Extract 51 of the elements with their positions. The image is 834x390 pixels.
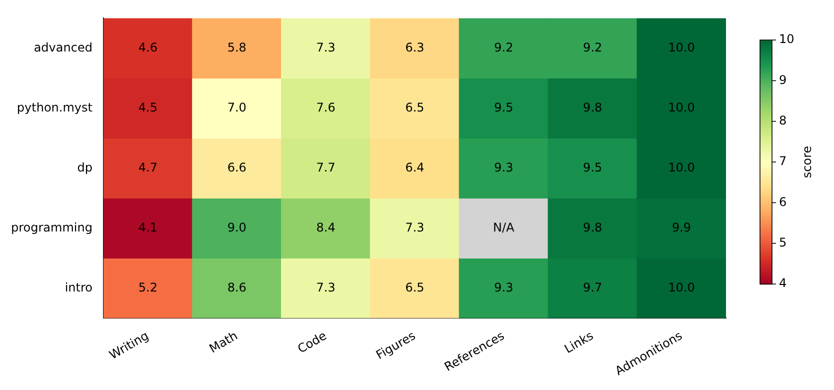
data-label: 9.3 [494, 160, 514, 174]
data-label: 7.7 [316, 160, 336, 174]
y-tick-label: programming [11, 220, 92, 234]
data-label: 6.5 [405, 280, 424, 294]
data-label: 9.2 [494, 40, 514, 54]
y-tick-label: dp [77, 160, 92, 174]
data-label: 9.5 [583, 160, 602, 174]
data-label: 7.0 [227, 100, 246, 114]
data-label: 6.4 [405, 160, 424, 174]
data-label: 9.8 [583, 220, 602, 234]
data-label: 8.4 [316, 220, 336, 234]
data-label: 6.3 [405, 40, 424, 54]
data-label: 8.6 [227, 280, 246, 294]
data-label: 9.7 [583, 280, 602, 294]
color-bar-label: 9 [779, 72, 787, 87]
color-bar-label: 10 [779, 32, 794, 46]
data-label: 4.6 [138, 40, 158, 54]
data-label: 7.6 [316, 100, 336, 114]
data-label: 9.8 [583, 100, 602, 114]
data-label: 10.0 [668, 160, 695, 174]
color-bar-title: score [800, 146, 814, 178]
data-label: 4.7 [138, 160, 158, 174]
data-label: 7.3 [316, 280, 336, 294]
color-bar-label: 8 [779, 113, 787, 128]
x-tick-label: Math [206, 328, 240, 356]
data-label: 4.1 [138, 220, 158, 234]
data-label: 6.6 [227, 160, 246, 174]
text: N/A [493, 220, 514, 234]
data-label: 9.9 [672, 220, 692, 234]
y-tick-label: advanced [34, 40, 92, 54]
y-tick-label: python.myst [16, 100, 93, 114]
color-bar-label: 5 [779, 235, 787, 250]
color-bar-label: 4 [779, 276, 787, 290]
data-label: 9.0 [227, 220, 246, 234]
data-label: 10.0 [668, 100, 695, 114]
x-tick-label: Links [562, 328, 596, 356]
y-tick-label: intro [64, 280, 92, 294]
x-tick-label: Code [295, 328, 329, 356]
data-label: 7.3 [316, 40, 336, 54]
data-label: 9.2 [583, 40, 602, 54]
data-label: 5.8 [227, 40, 246, 54]
data-label: 9.3 [494, 280, 514, 294]
data-label: 5.2 [138, 280, 158, 294]
data-label: 10.0 [668, 280, 695, 294]
color-bar-label: 7 [779, 154, 787, 168]
data-label: 7.3 [405, 220, 424, 234]
data-label: 10.0 [668, 40, 695, 54]
data-label: 9.5 [494, 100, 514, 114]
data-label: 4.5 [138, 100, 158, 114]
data-label: 6.5 [405, 100, 424, 114]
color-bar-label: 6 [779, 194, 787, 209]
